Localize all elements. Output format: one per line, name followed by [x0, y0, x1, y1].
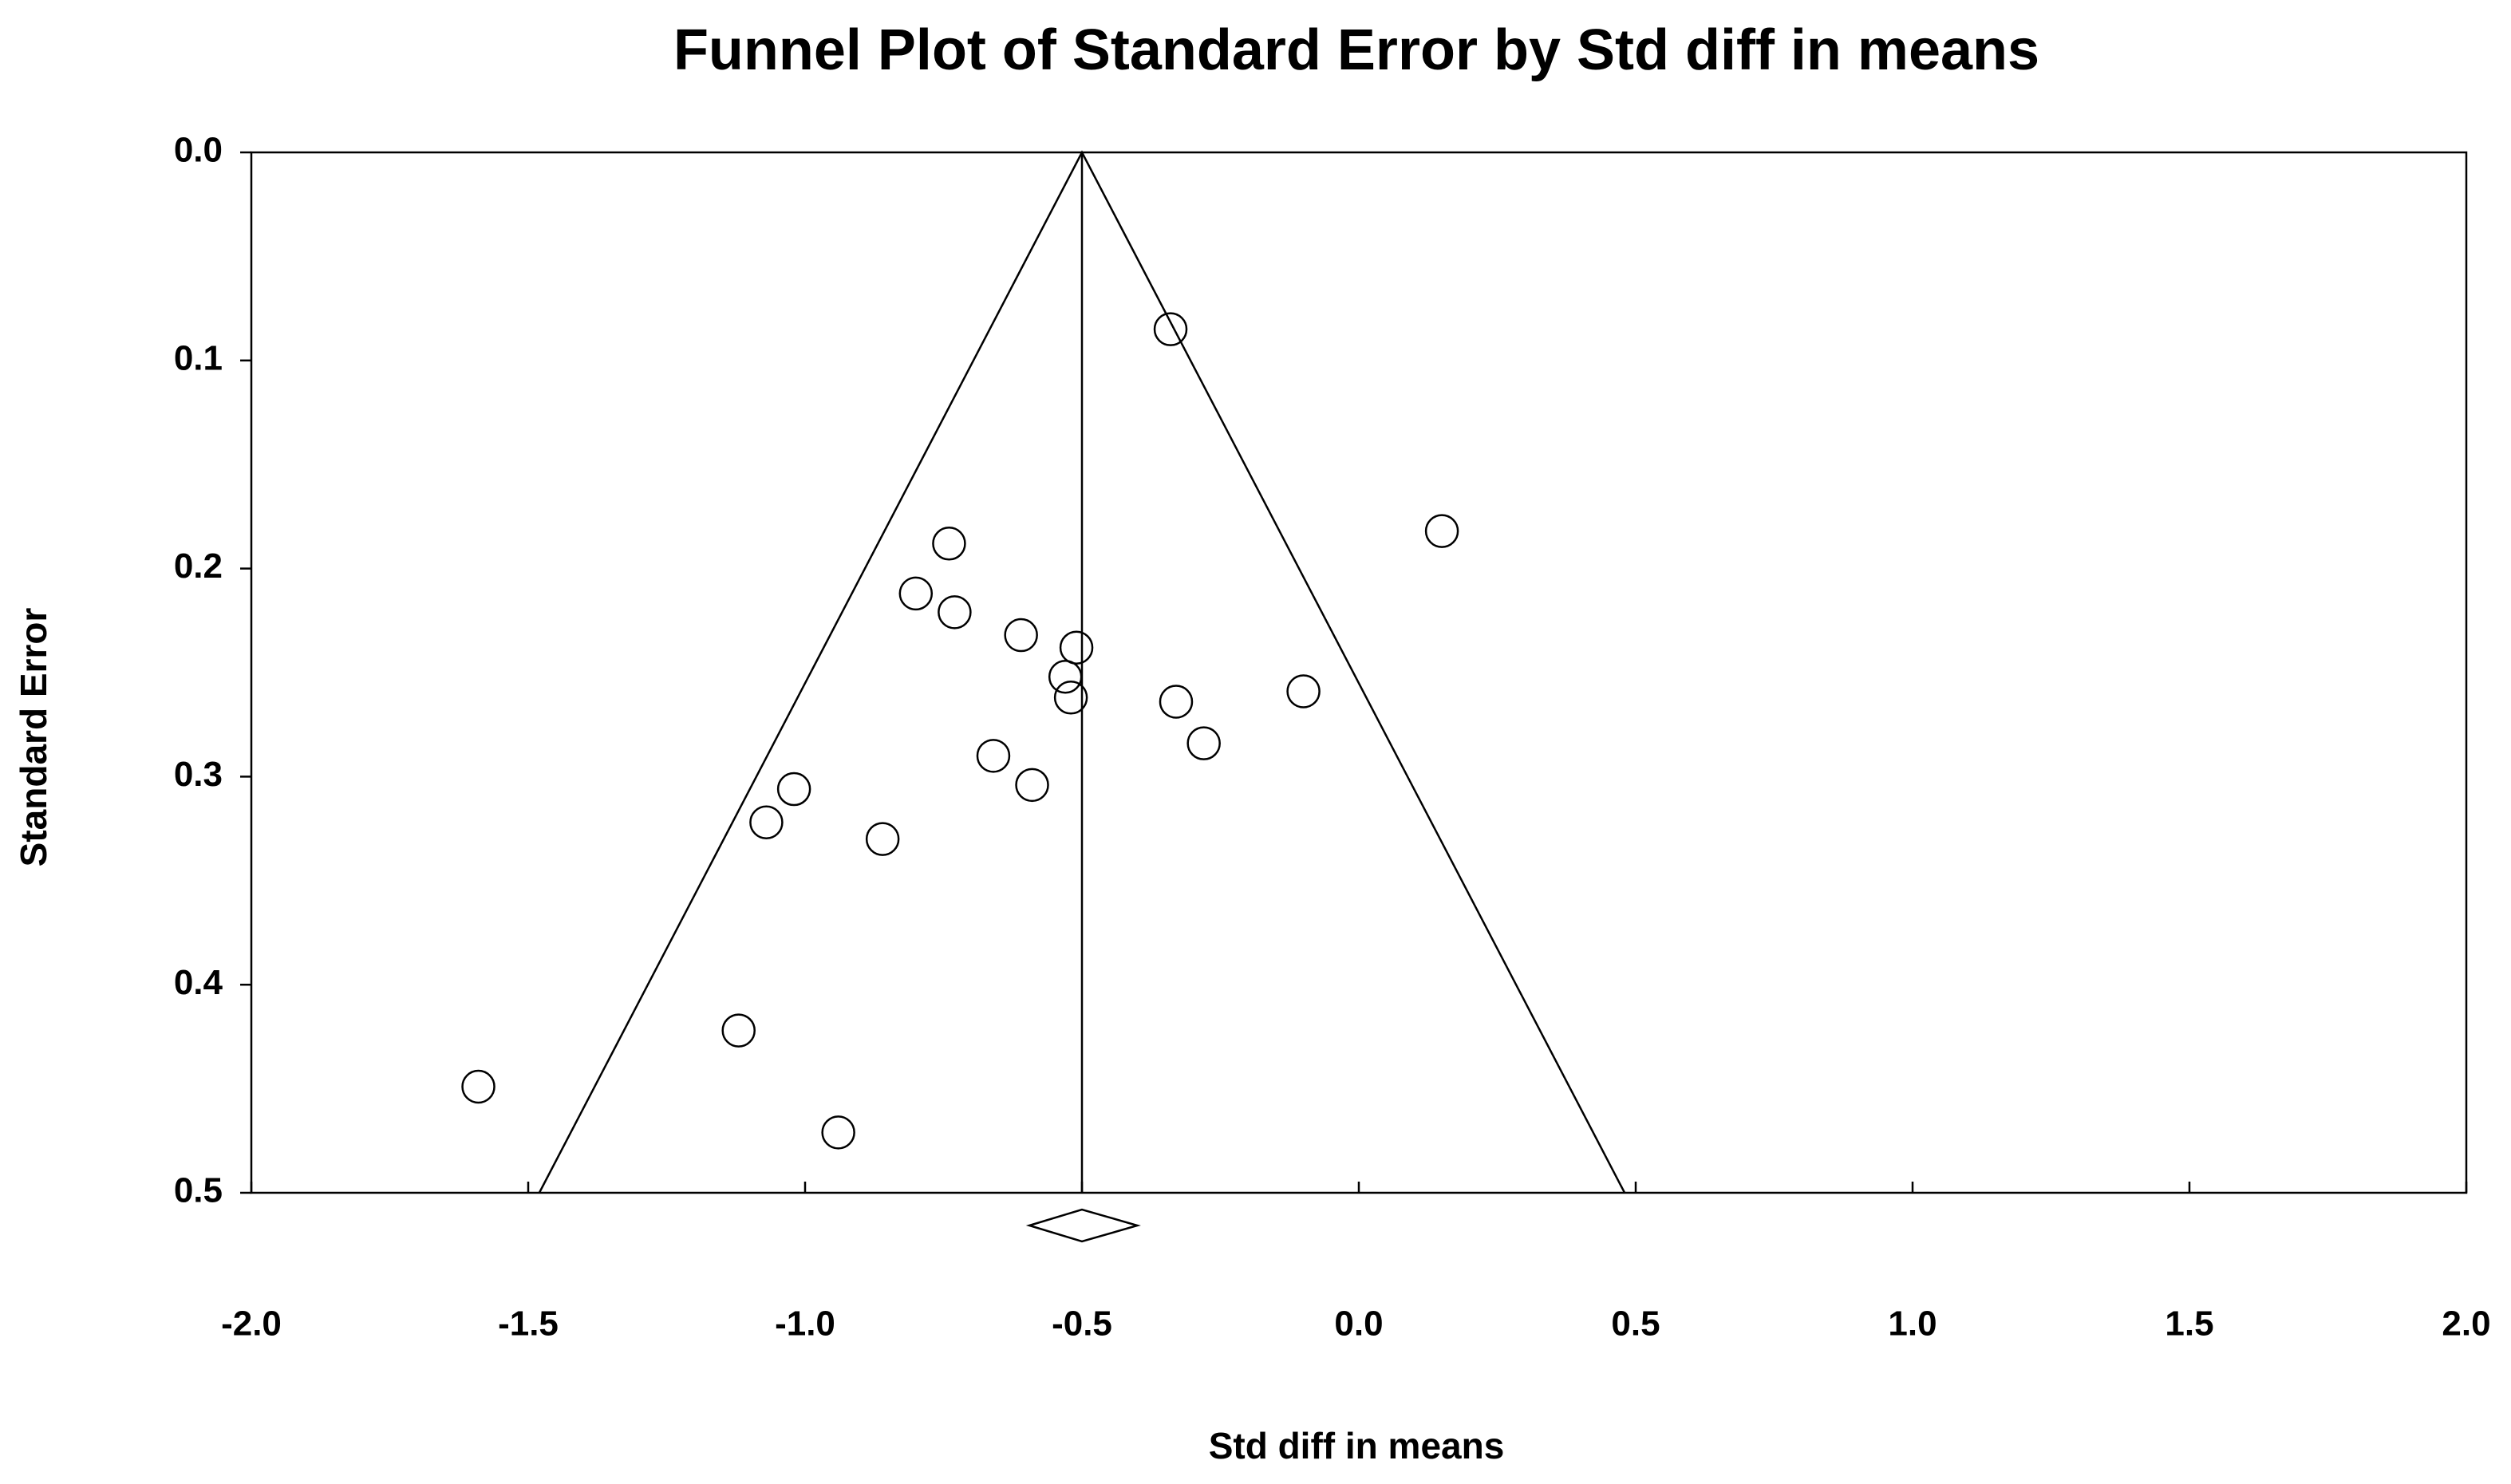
study-point	[1153, 312, 1188, 346]
study-point	[749, 805, 784, 840]
chart-title: Funnel Plot of Standard Error by Std dif…	[673, 18, 2039, 82]
study-point	[1186, 726, 1221, 760]
x-tick-label: 0.5	[1611, 1304, 1660, 1344]
x-tick-label: 2.0	[2442, 1304, 2490, 1344]
x-tick-label: -2.0	[221, 1304, 282, 1344]
x-tick-label: 1.0	[1888, 1304, 1937, 1344]
summary-diamond	[1025, 1208, 1141, 1243]
x-tick-label: -0.5	[1052, 1304, 1112, 1344]
x-tick-label: 1.5	[2165, 1304, 2213, 1344]
study-point	[1159, 685, 1194, 719]
study-point	[1015, 768, 1049, 803]
study-point	[898, 576, 934, 611]
y-tick-label: 0.5	[174, 1171, 223, 1210]
study-point	[1053, 681, 1088, 715]
study-point	[1286, 674, 1321, 708]
study-point	[1424, 514, 1459, 548]
study-point	[1059, 630, 1094, 665]
x-tick-label: -1.5	[498, 1304, 559, 1344]
study-point	[865, 822, 900, 856]
y-tick-label: 0.4	[174, 963, 223, 1002]
x-tick-label: 0.0	[1334, 1304, 1383, 1344]
plot-frame	[250, 151, 2468, 1194]
study-point	[1004, 618, 1038, 653]
study-point	[976, 739, 1011, 773]
x-axis-label: Std diff in means	[1209, 1425, 1505, 1466]
study-point	[461, 1069, 495, 1104]
y-tick-label: 0.1	[174, 338, 223, 377]
y-tick-label: 0.2	[174, 547, 223, 586]
study-point	[821, 1115, 855, 1150]
study-point	[721, 1013, 756, 1048]
study-point	[776, 772, 811, 807]
y-tick-label: 0.3	[174, 755, 223, 794]
study-point	[938, 595, 972, 630]
y-tick-label: 0.0	[174, 131, 223, 170]
study-point	[932, 527, 966, 561]
y-axis-label: Standard Error	[13, 608, 54, 867]
study-point	[1048, 659, 1083, 694]
x-tick-label: -1.0	[775, 1304, 835, 1344]
